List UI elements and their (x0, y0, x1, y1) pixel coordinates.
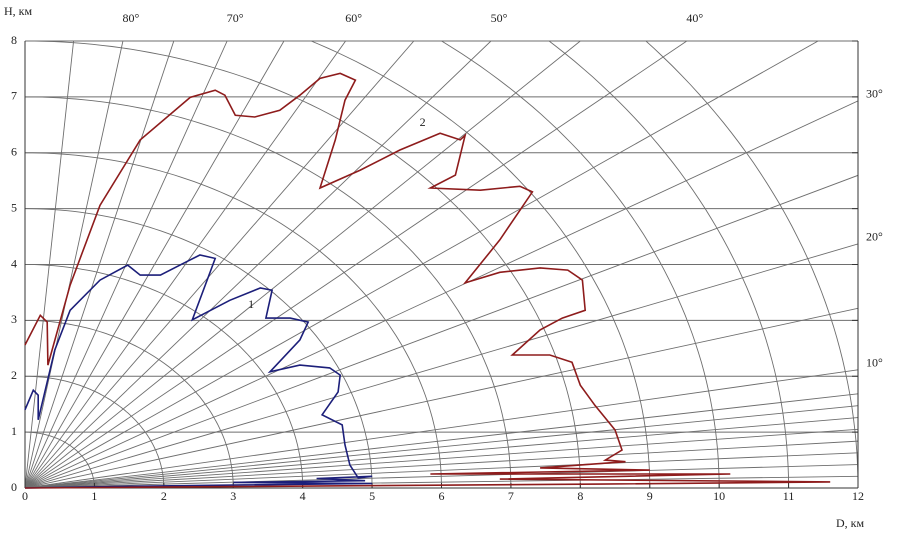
plot-area (25, 41, 858, 488)
angle-label: 60° (345, 11, 362, 25)
x-tick-label: 2 (161, 489, 167, 503)
x-tick-label: 1 (91, 489, 97, 503)
x-tick-label: 10 (713, 489, 725, 503)
x-tick-label: 12 (852, 489, 864, 503)
angle-line (25, 100, 858, 488)
y-tick-label: 1 (11, 424, 17, 438)
y-tick-label: 4 (11, 256, 17, 270)
x-tick-label: 0 (22, 489, 28, 503)
x-tick-label: 4 (300, 489, 306, 503)
x-tick-label: 3 (230, 489, 236, 503)
x-tick-label: 11 (783, 489, 795, 503)
y-tick-label: 7 (11, 89, 17, 103)
x-tick-label: 6 (439, 489, 445, 503)
y-tick-label: 6 (11, 145, 17, 159)
series-label: 2 (420, 115, 426, 129)
x-tick-label: 8 (577, 489, 583, 503)
angle-line (25, 428, 858, 488)
x-tick-label: 7 (508, 489, 514, 503)
y-tick-label: 2 (11, 368, 17, 382)
y-tick-label: 5 (11, 200, 17, 214)
data-line (24, 72, 831, 489)
angle-label: 40° (686, 11, 703, 25)
x-axis-label: D, км (836, 516, 864, 530)
range-arc (310, 41, 651, 488)
range-arc (440, 41, 720, 488)
x-tick-label: 5 (369, 489, 375, 503)
y-tick-label: 0 (11, 480, 17, 494)
angle-line (25, 417, 858, 488)
y-tick-label: 8 (11, 33, 17, 47)
y-axis-label: H, км (4, 4, 32, 18)
angle-line (25, 393, 858, 488)
angle-label: 80° (123, 11, 140, 25)
angle-label: 50° (491, 11, 508, 25)
series-label: 1 (248, 297, 254, 311)
angle-line (25, 452, 858, 488)
angle-line (25, 174, 858, 488)
angle-line (25, 243, 858, 488)
angle-line (25, 369, 858, 488)
angle-line (25, 440, 858, 488)
range-arc (645, 41, 858, 488)
angle-label: 20° (866, 230, 883, 244)
angle-line (25, 307, 858, 488)
angle-label: 30° (866, 87, 883, 101)
data-line (24, 254, 373, 489)
angle-line (25, 405, 858, 488)
x-tick-label: 9 (647, 489, 653, 503)
angle-label: 70° (227, 11, 244, 25)
y-tick-label: 3 (11, 312, 17, 326)
angle-label: 10° (866, 356, 883, 370)
